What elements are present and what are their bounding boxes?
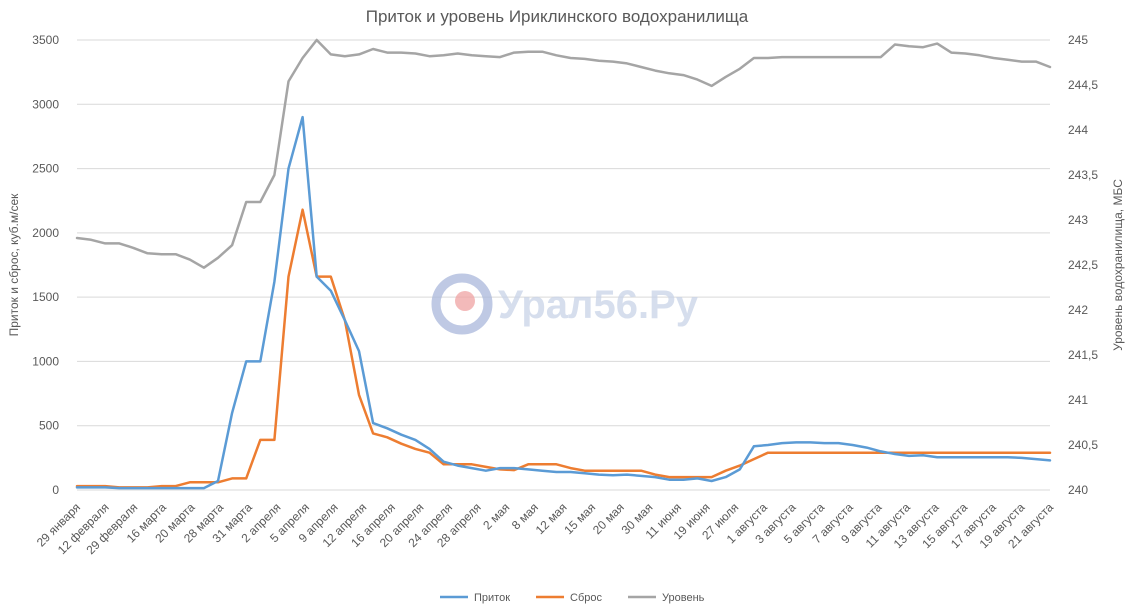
- x-tick-label: 20 мая: [590, 500, 627, 537]
- series: [75, 38, 1052, 490]
- legend-label: Сброс: [570, 592, 602, 604]
- y-right-tick-label: 240,5: [1068, 438, 1098, 452]
- gridlines: [77, 39, 1050, 491]
- y-left-tick-label: 3500: [32, 33, 59, 47]
- y-right-tick-label: 243: [1068, 213, 1088, 227]
- x-tick-label: 15 мая: [561, 500, 598, 537]
- y-left-tick-label: 2000: [32, 226, 59, 240]
- chart-title: Приток и уровень Ириклинского водохранил…: [366, 7, 749, 26]
- y-right-tick-label: 244: [1068, 123, 1088, 137]
- y-right-tick-label: 243,5: [1068, 168, 1098, 182]
- y-right-tick-label: 240: [1068, 483, 1088, 497]
- y-axis-left: 0 500 1000 1500 2000 2500 3000 3500: [32, 33, 59, 497]
- y-axis-left-title: Приток и сброс, куб.м/сек: [7, 193, 21, 337]
- y-axis-right-title: Уровень водохранилища, МБС: [1111, 179, 1125, 351]
- legend-label: Уровень: [662, 592, 705, 604]
- y-left-tick-label: 2500: [32, 162, 59, 176]
- y-right-tick-label: 244,5: [1068, 78, 1098, 92]
- y-right-tick-label: 241,5: [1068, 348, 1098, 362]
- series-line-2: [75, 208, 1052, 489]
- watermark-logo-ring: [431, 273, 493, 335]
- series-line-3: [75, 38, 1052, 269]
- legend-label: Приток: [474, 592, 510, 604]
- x-tick-label: 2 мая: [480, 500, 512, 532]
- y-left-tick-label: 1000: [32, 354, 59, 368]
- watermark-text: Урал56.Ру: [498, 283, 699, 327]
- y-right-tick-label: 242,5: [1068, 258, 1098, 272]
- y-left-tick-label: 500: [39, 419, 59, 433]
- y-left-tick-label: 1500: [32, 290, 59, 304]
- legend: Приток Сброс Уровень: [440, 592, 705, 604]
- series-line-1: [75, 115, 1052, 490]
- y-left-tick-label: 3000: [32, 97, 59, 111]
- y-right-tick-label: 242: [1068, 303, 1088, 317]
- x-tick-label: 12 мая: [533, 500, 570, 537]
- y-right-tick-label: 241: [1068, 393, 1088, 407]
- y-axis-right: 240 240,5 241 241,5 242 242,5 243 243,5 244 244,5…: [1068, 33, 1098, 497]
- watermark-logo-dot: [455, 291, 475, 311]
- watermark: Урал56.Ру: [431, 273, 699, 335]
- y-left-tick-label: 0: [52, 483, 59, 497]
- y-right-tick-label: 245: [1068, 33, 1088, 47]
